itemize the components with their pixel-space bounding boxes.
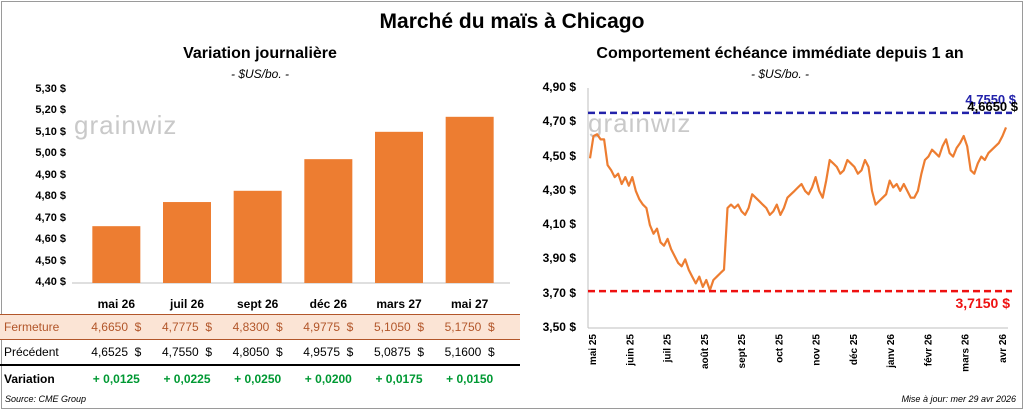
table-cell: 4,6650 $	[91, 320, 142, 334]
table-cell: 5,0875 $	[373, 345, 425, 359]
table-cell: 5,1050 $	[373, 320, 425, 334]
bar-5	[445, 116, 494, 283]
row-label-fermeture: Fermeture	[4, 320, 60, 334]
bar-y-tick: 4,90 $	[35, 168, 66, 181]
bar-y-tick: 5,00 $	[35, 147, 66, 160]
table-cell: 5,1750 $	[444, 320, 495, 334]
table-cell: 5,1600 $	[444, 345, 495, 359]
line-x-tick: mai 25	[588, 334, 599, 366]
line-y-tick: 3,90 $	[542, 251, 576, 266]
resistance-label: 4,7550 $	[965, 92, 1016, 107]
bar-1	[163, 202, 211, 283]
table-row-fermeture: Fermeture 4,6650 $ 4,7775 $ 4,8300 $ 4,9775…	[0, 314, 520, 340]
bar-category-label: mai 26	[97, 297, 135, 311]
table-row-variation: Variation + 0,0125 + 0,0225 + 0,0250 + 0,02…	[0, 367, 520, 391]
line-y-tick: 4,70 $	[542, 114, 576, 129]
table-cell: 4,8050 $	[232, 345, 283, 359]
line-x-tick: mars 26	[961, 334, 972, 372]
bar-category-label: mars 27	[376, 297, 422, 311]
line-x-tick: juil 25	[663, 334, 674, 364]
line-x-tick: juin 25	[625, 334, 636, 367]
bar-category-label: sept 26	[236, 297, 279, 311]
row-label-precedent: Précédent	[4, 345, 59, 359]
line-y-tick: 4,90 $	[542, 80, 576, 94]
line-x-tick: oct 25	[774, 334, 785, 363]
bar-category-label: déc 26	[309, 297, 347, 311]
row-label-variation: Variation	[4, 372, 55, 386]
line-y-tick: 4,30 $	[542, 182, 576, 197]
bar-y-tick: 5,20 $	[35, 104, 66, 117]
bar-y-tick: 4,50 $	[35, 254, 66, 267]
bar-category-label: juil 26	[169, 297, 204, 311]
price-series-line	[588, 126, 1008, 292]
bar-4	[375, 131, 423, 283]
bar-3	[304, 159, 353, 283]
line-x-tick: déc 25	[849, 334, 860, 366]
watermark-left: grainwiz	[74, 110, 178, 140]
line-chart-unit: - $US/bo. -	[750, 67, 810, 81]
bar-y-tick: 4,60 $	[35, 233, 66, 246]
table-cell: + 0,0200	[304, 372, 352, 386]
table-cell: 4,6525 $	[91, 345, 142, 359]
table-cell: + 0,0225	[163, 372, 211, 386]
line-chart-title: Comportement échéance immédiate depuis 1…	[596, 45, 964, 62]
update-note: Mise à jour: mer 29 avr 2026	[901, 394, 1016, 404]
bar-chart	[72, 116, 510, 284]
table-cell: + 0,0125	[92, 372, 140, 386]
bar-2	[233, 190, 282, 283]
line-x-tick: nov 25	[812, 334, 823, 366]
line-y-tick: 3,50 $	[542, 320, 576, 334]
table-cell: 4,7550 $	[161, 345, 213, 359]
line-y-tick: 3,70 $	[542, 285, 576, 300]
bar-y-tick: 4,80 $	[35, 190, 66, 203]
bar-y-tick: 4,70 $	[35, 211, 66, 224]
main-title: Marché du maïs à Chicago	[379, 10, 645, 33]
line-x-tick: janv 26	[886, 334, 897, 369]
line-x-tick: avr 26	[998, 334, 1009, 363]
bar-y-tick: 4,40 $	[35, 276, 66, 288]
line-x-tick: août 25	[700, 334, 711, 369]
table-cell: 4,7775 $	[161, 320, 213, 334]
bar-chart-title: Variation journalière	[183, 45, 337, 62]
table-cell: + 0,0250	[234, 372, 282, 386]
table-cell: 4,9775 $	[303, 320, 354, 334]
bar-0	[92, 226, 141, 283]
line-y-tick: 4,10 $	[542, 217, 576, 232]
table-cell: 4,8300 $	[232, 320, 283, 334]
table-cell: 4,9575 $	[303, 345, 354, 359]
line-y-tick: 4,50 $	[542, 148, 576, 163]
line-x-tick: févr 26	[923, 334, 934, 367]
line-x-tick: sept 25	[737, 334, 748, 369]
support-label: 3,7150 $	[956, 295, 1011, 311]
source-note: Source: CME Group	[5, 394, 87, 404]
table-row-precedent: Précédent 4,6525 $ 4,7550 $ 4,8050 $ 4,9575…	[0, 340, 520, 366]
bar-category-label: mai 27	[450, 297, 489, 311]
last-price-label: 4,6650 $	[967, 99, 1018, 114]
table-cell: + 0,0175	[375, 372, 423, 386]
bar-chart-unit: - $US/bo. -	[230, 67, 290, 81]
table-cell: + 0,0150	[446, 372, 494, 386]
bar-y-tick: 5,30 $	[35, 83, 66, 95]
bar-y-tick: 5,10 $	[35, 125, 66, 138]
